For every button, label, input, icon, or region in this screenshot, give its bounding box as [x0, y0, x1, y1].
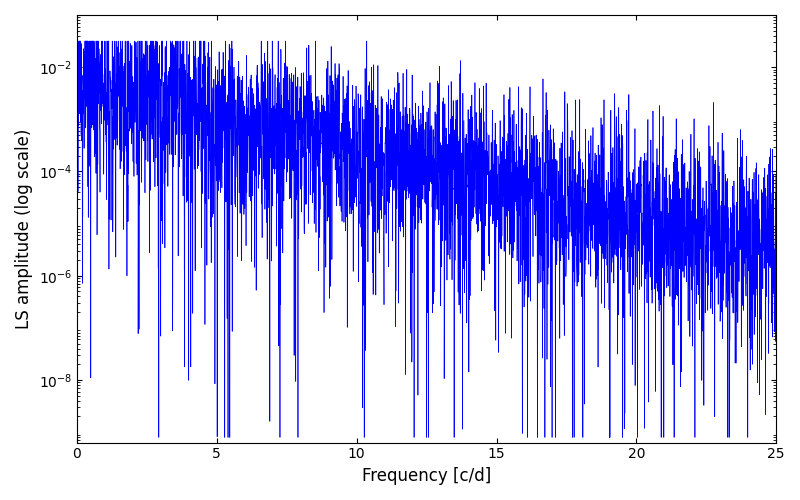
X-axis label: Frequency [c/d]: Frequency [c/d] [362, 467, 491, 485]
Y-axis label: LS amplitude (log scale): LS amplitude (log scale) [15, 128, 33, 329]
